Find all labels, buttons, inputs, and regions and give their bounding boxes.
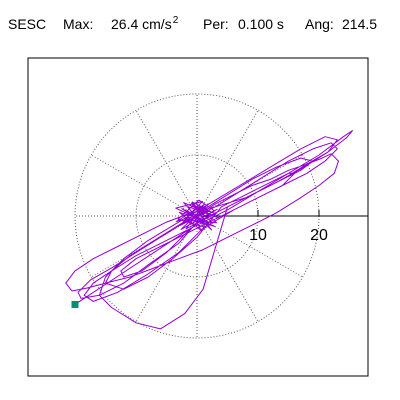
motion-trace-group bbox=[65, 130, 353, 330]
max-value-text: 26.4 cm/s bbox=[111, 16, 172, 32]
station-code: SESC bbox=[8, 16, 47, 32]
x-tick-label-20: 20 bbox=[310, 227, 328, 244]
ang-value: 214.5 bbox=[342, 16, 378, 32]
end-marker-group bbox=[71, 300, 79, 308]
plot-frame bbox=[27, 57, 369, 377]
end-marker bbox=[71, 300, 79, 308]
motion-trace-1 bbox=[65, 130, 353, 330]
max-unit-exponent: 2 bbox=[172, 15, 179, 26]
max-label: Max: bbox=[63, 16, 94, 32]
header-bar: SESC Max: 26.4 cm/s2 Per: 0.100 s Ang: 2… bbox=[0, 0, 400, 48]
x-tick-label-10: 10 bbox=[249, 227, 267, 244]
grid-spoke-300 bbox=[196, 215, 259, 322]
per-label: Per: bbox=[203, 16, 229, 32]
grid-spoke-330 bbox=[196, 215, 303, 278]
grid-spoke-240 bbox=[135, 215, 198, 322]
ang-label: Ang: bbox=[305, 16, 334, 32]
per-value: 0.100 s bbox=[238, 16, 284, 32]
grid-spoke-60 bbox=[196, 110, 259, 217]
max-value: 26.4 cm/s2 bbox=[111, 15, 179, 32]
grid-spoke-150 bbox=[91, 154, 198, 217]
grid-spoke-120 bbox=[135, 110, 198, 217]
axis-ticks: 10 20 bbox=[249, 210, 328, 244]
